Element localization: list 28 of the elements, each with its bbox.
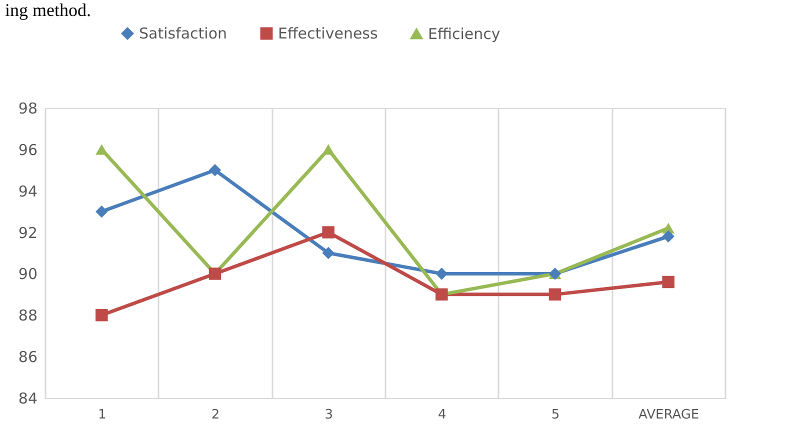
point [322, 226, 334, 238]
point [322, 246, 334, 260]
y-tick-label: 92 [18, 224, 38, 242]
point [322, 144, 334, 155]
y-tick-label: 88 [18, 306, 38, 325]
x-tick-label: 5 [551, 408, 560, 422]
y-tick-label: 98 [18, 100, 38, 118]
y-tick-label: 86 [18, 348, 38, 366]
point [96, 205, 108, 218]
x-tick-label: 4 [438, 408, 446, 422]
y-tick-label: 90 [18, 265, 38, 284]
x-tick-label: 1 [98, 408, 106, 422]
point [96, 144, 108, 155]
legend-label: Efficiency [428, 24, 500, 43]
y-tick-label: 94 [18, 182, 38, 200]
point [662, 230, 674, 243]
y-tick-label: 96 [18, 140, 38, 159]
y-tick-label: 84 [18, 390, 38, 408]
point [662, 276, 674, 288]
x-tick-label: AVERAGE [638, 408, 700, 422]
legend-label: Effectiveness [278, 24, 378, 43]
x-tick-label: 2 [211, 408, 220, 422]
point [96, 309, 108, 322]
x-tick-label: 3 [324, 408, 333, 422]
legend-label: Satisfaction [139, 24, 228, 43]
point [548, 288, 562, 301]
point [208, 164, 222, 176]
text: ing method. [5, 0, 91, 20]
